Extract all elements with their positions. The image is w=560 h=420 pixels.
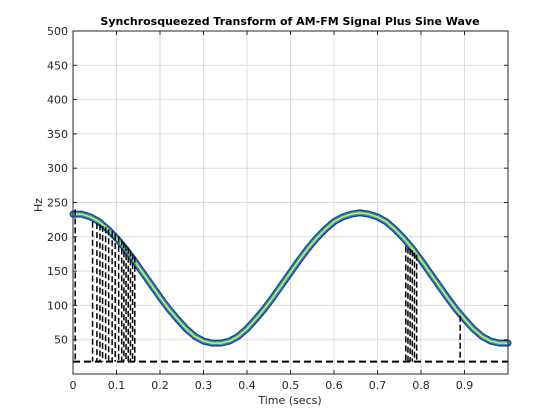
axis-ticks: 0 0.1 0.2 0.3 0.4 0.5 0.6 0.7 0.8 0.9 50 100 150 200 2… [47,25,508,392]
x-tick-label: 0.3 [195,379,213,392]
x-tick-label: 0.1 [108,379,126,392]
y-tick-label: 400 [47,94,68,107]
y-tick-label: 350 [47,128,68,141]
grid-lines [72,30,508,374]
y-tick-label: 250 [47,197,68,210]
chart-title: Synchrosqueezed Transform of AM-FM Signa… [100,15,479,28]
x-axis-label: Time (secs) [257,394,321,407]
x-tick-label: 0.9 [456,379,474,392]
x-tick-label: 0.5 [282,379,300,392]
y-tick-label: 300 [47,162,68,175]
vertical-dashed-lines [74,209,461,362]
plot-area: 0 0.1 0.2 0.3 0.4 0.5 0.6 0.7 0.8 0.9 50 100 150 200 2… [47,25,512,392]
y-tick-label: 100 [47,299,68,312]
ridge-line [72,212,509,344]
x-tick-label: 0.2 [151,379,169,392]
y-tick-label: 450 [47,59,68,72]
y-tick-label: 50 [54,334,68,347]
y-tick-label: 200 [47,231,68,244]
series-layer [69,209,512,363]
x-tick-label: 0.7 [369,379,387,392]
x-tick-label: 0.4 [238,379,256,392]
y-tick-label: 500 [47,25,68,38]
y-tick-label: 150 [47,265,68,278]
x-tick-label: 0.8 [412,379,430,392]
x-tick-label: 0 [70,379,77,392]
y-axis-label: Hz [32,198,45,212]
x-tick-label: 0.6 [325,379,343,392]
